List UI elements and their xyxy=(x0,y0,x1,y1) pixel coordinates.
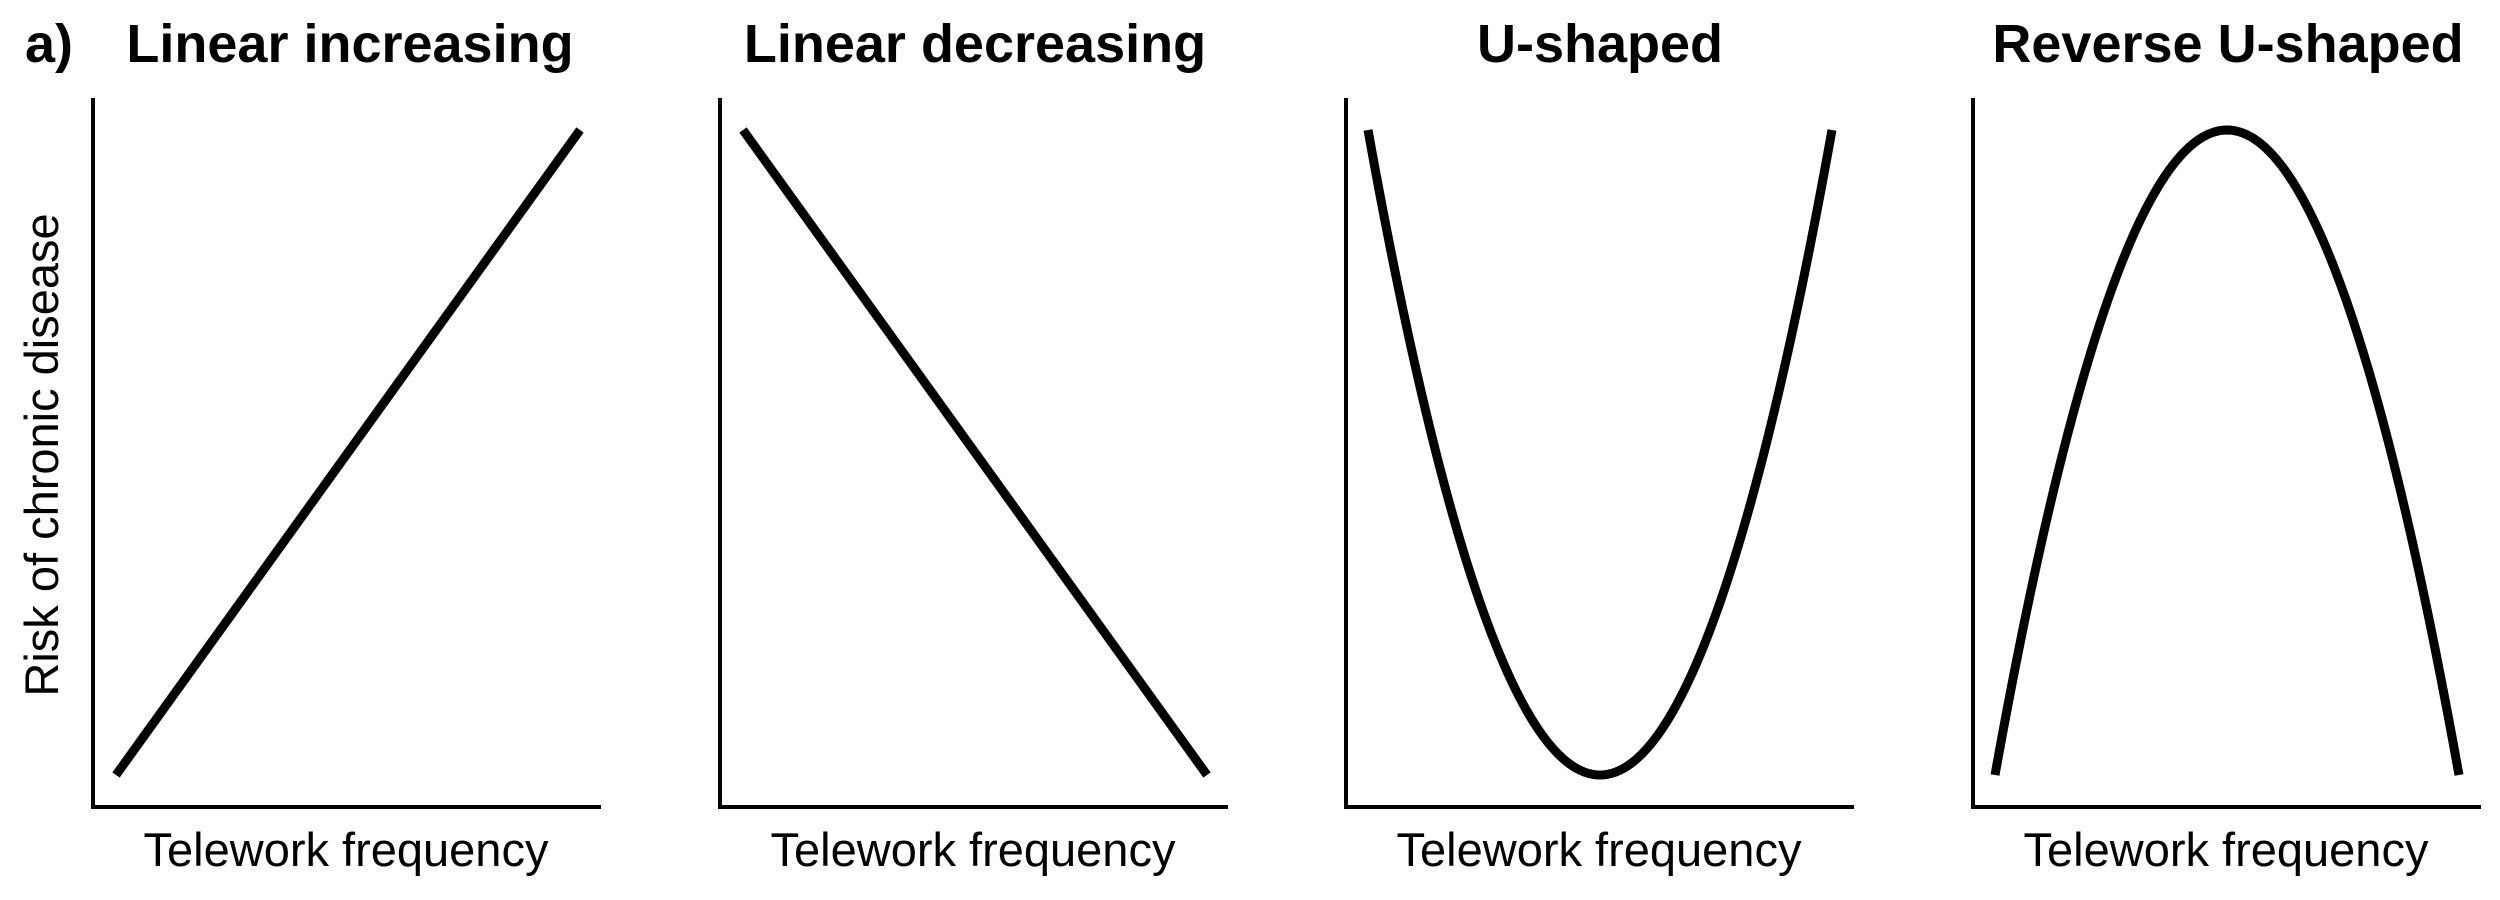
chart-title-2: Linear decreasing xyxy=(744,14,1206,74)
series-line-1 xyxy=(112,127,584,778)
panel-letter: a) xyxy=(25,14,73,74)
x-axis-label-1: Telework frequency xyxy=(144,823,549,876)
x-axis-label-4: Telework frequency xyxy=(2024,823,2429,876)
x-axis-label-2: Telework frequency xyxy=(771,823,1176,876)
chart-title-4: Reverse U-shaped xyxy=(1992,14,2463,74)
chart-panel-1: Linear increasing Telework frequency Ris… xyxy=(15,14,601,876)
chart-title-3: U-shaped xyxy=(1477,14,1723,74)
chart-panel-2: Linear decreasing Telework frequency xyxy=(718,14,1228,876)
series-line-2 xyxy=(739,127,1211,778)
series-line-4 xyxy=(1990,125,2464,776)
series-line-3 xyxy=(1363,129,1837,780)
chart-title-1: Linear increasing xyxy=(126,14,573,74)
y-axis-label: Risk of chronic disease xyxy=(15,213,68,696)
chart-panel-3: U-shaped Telework frequency xyxy=(1344,14,1854,876)
chart-panel-4: Reverse U-shaped Telework frequency xyxy=(1971,14,2481,876)
x-axis-label-3: Telework frequency xyxy=(1397,823,1802,876)
